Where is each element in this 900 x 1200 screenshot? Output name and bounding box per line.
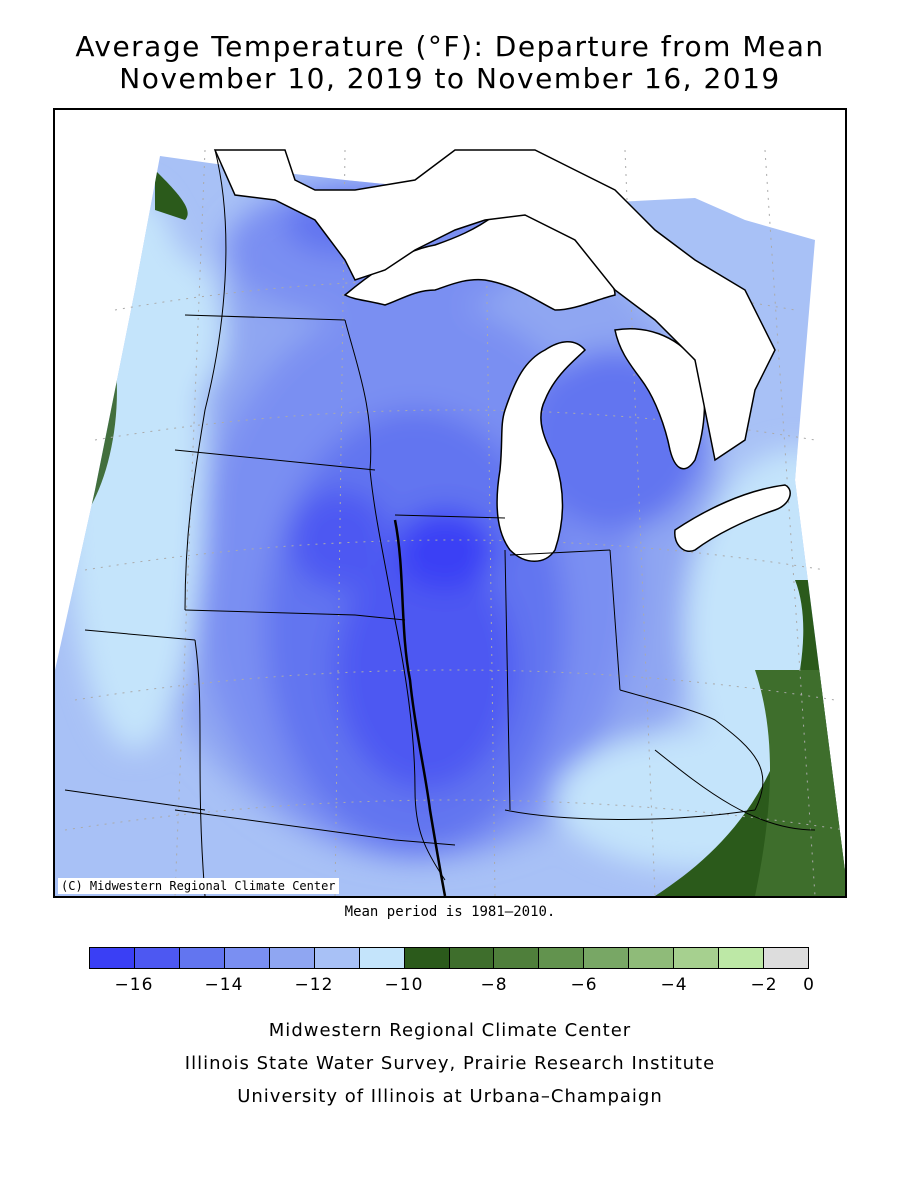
legend-swatch	[719, 948, 765, 968]
lake-michigan	[496, 341, 587, 562]
legend-tick-label: −16	[114, 975, 154, 995]
legend-swatch	[584, 948, 630, 968]
map-title-line-2: November 10, 2019 to November 16, 2019	[119, 62, 781, 95]
legend-swatch	[674, 948, 720, 968]
lake-erie	[674, 484, 791, 552]
legend-tick-label: −6	[570, 975, 598, 995]
legend-swatch	[404, 948, 450, 968]
legend-tick-label: −4	[660, 975, 688, 995]
legend-tick-labels: −16 −14 −12 −10 −8 −6 −4 −2 0	[89, 975, 814, 999]
legend-swatch	[359, 948, 405, 968]
legend-swatch	[764, 948, 808, 968]
map-copyright: (C) Midwestern Regional Climate Center	[58, 878, 339, 894]
legend-swatch	[539, 948, 585, 968]
legend-swatch	[269, 948, 315, 968]
legend-swatch	[629, 948, 675, 968]
legend-swatch	[494, 948, 540, 968]
map-frame: (C) Midwestern Regional Climate Center	[53, 108, 847, 898]
legend-swatch	[90, 948, 135, 968]
legend-swatch	[134, 948, 180, 968]
lake-superior	[343, 213, 616, 311]
credit-line-2: Illinois State Water Survey, Prairie Res…	[184, 1053, 716, 1074]
legend-tick-label: −10	[384, 975, 424, 995]
state-boundaries	[64, 149, 816, 896]
legend-tick-label: −2	[750, 975, 778, 995]
legend-swatch	[179, 948, 225, 968]
legend-swatch	[314, 948, 360, 968]
map-canvas	[55, 149, 845, 896]
color-legend	[89, 947, 809, 969]
mean-period-note: Mean period is 1981–2010.	[344, 904, 556, 920]
credit-line-1: Midwestern Regional Climate Center	[268, 1020, 632, 1041]
legend-swatch	[449, 948, 495, 968]
legend-tick-label: −8	[480, 975, 508, 995]
canada-mainland	[213, 149, 776, 462]
great-lakes	[213, 149, 791, 562]
map-title-line-1: Average Temperature (°F): Departure from…	[75, 30, 825, 63]
legend-swatch	[224, 948, 270, 968]
mississippi-river	[393, 519, 447, 896]
legend-tick-label: −12	[294, 975, 334, 995]
legend-tick-label: −14	[204, 975, 244, 995]
credit-line-3: University of Illinois at Urbana–Champai…	[237, 1086, 663, 1107]
legend-tick-label: 0	[803, 975, 815, 995]
